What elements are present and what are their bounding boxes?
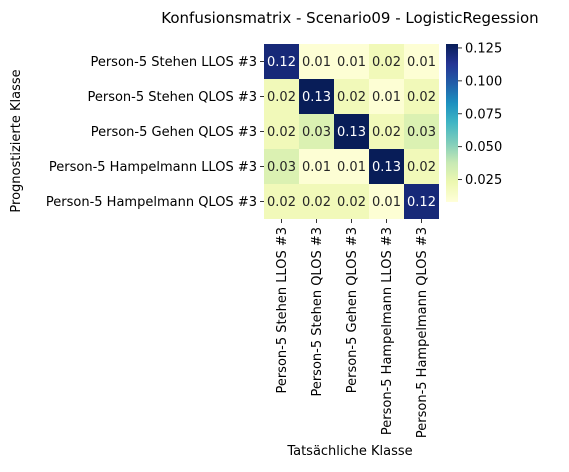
heatmap-cell (264, 149, 299, 184)
heatmap-cell-value: 0.01 (302, 55, 331, 70)
colorbar-tick-label: 0.100 (465, 74, 502, 89)
heatmap-cell-value: 0.03 (302, 125, 331, 140)
heatmap-cell-value: 0.03 (267, 160, 296, 175)
heatmap-cell (369, 149, 404, 184)
x-tick-label: Person-5 Hampelmann LLOS #3 (380, 227, 395, 435)
colorbar: 0.025 0.050 0.075 0.100 0.125 (446, 41, 502, 202)
x-axis-ticks: Person-5 Stehen LLOS #3 Person-5 Stehen Q… (275, 219, 430, 438)
heatmap-cell (404, 114, 439, 149)
y-axis-ticks: Person-5 Stehen LLOS #3 Person-5 Stehen Q… (46, 55, 264, 210)
heatmap-cell (404, 79, 439, 114)
heatmap-cell-value: 0.01 (372, 90, 401, 105)
heatmap-cell-value: 0.02 (337, 90, 366, 105)
heatmap-cell (264, 79, 299, 114)
colorbar-tick-label: 0.075 (465, 107, 502, 122)
heatmap-cell (299, 44, 334, 79)
colorbar-tick-label: 0.025 (465, 173, 502, 188)
heatmap-cell (404, 149, 439, 184)
heatmap-cell (264, 114, 299, 149)
heatmap-cell-value: 0.02 (407, 90, 436, 105)
heatmap-cell (334, 149, 369, 184)
heatmap-cell (334, 79, 369, 114)
x-tick-label: Person-5 Hampelmann QLOS #3 (415, 227, 430, 438)
heatmap-cell (369, 114, 404, 149)
y-axis-label: Prognostizierte Klasse (9, 69, 24, 212)
colorbar-tick-label: 0.050 (465, 140, 502, 155)
heatmap-cell-value: 0.01 (407, 55, 436, 70)
heatmap-cell-value: 0.03 (407, 125, 436, 140)
heatmap-cells (264, 44, 439, 219)
x-tick-label: Person-5 Gehen QLOS #3 (345, 227, 360, 393)
heatmap-cell (299, 114, 334, 149)
heatmap-cell-value: 0.02 (407, 160, 436, 175)
heatmap-cell-value: 0.13 (337, 125, 366, 140)
x-axis-label: Tatsächliche Klasse (286, 444, 412, 459)
colorbar-gradient (446, 44, 458, 202)
heatmap-cell-value: 0.02 (372, 55, 401, 70)
colorbar-tick-label: 0.125 (465, 41, 502, 56)
heatmap-cell-value: 0.01 (337, 160, 366, 175)
y-tick-label: Person-5 Stehen LLOS #3 (90, 55, 257, 70)
heatmap-cell (299, 149, 334, 184)
y-tick-label: Person-5 Hampelmann QLOS #3 (46, 195, 257, 210)
heatmap-cell (299, 184, 334, 219)
heatmap-cell-value: 0.02 (267, 90, 296, 105)
y-tick-label: Person-5 Hampelmann LLOS #3 (49, 160, 257, 175)
heatmap-cell (404, 44, 439, 79)
heatmap-cell-value: 0.02 (302, 195, 331, 210)
heatmap-cell-value: 0.01 (337, 55, 366, 70)
colorbar-ticks: 0.025 0.050 0.075 0.100 0.125 (458, 41, 502, 188)
heatmap-cell (369, 79, 404, 114)
heatmap-cell (334, 114, 369, 149)
heatmap-cell-value: 0.02 (372, 125, 401, 140)
heatmap-cell-value: 0.12 (407, 195, 436, 210)
heatmap-cell (369, 44, 404, 79)
heatmap-cell (369, 184, 404, 219)
heatmap-cell-value: 0.02 (267, 125, 296, 140)
y-tick-label: Person-5 Stehen QLOS #3 (87, 90, 257, 105)
chart-title: Konfusionsmatrix - Scenario09 - Logistic… (161, 9, 538, 27)
heatmap-cell-value: 0.02 (267, 195, 296, 210)
heatmap-cell-labels: 0.12 0.01 0.01 0.02 0.01 0.02 0.13 0.02 0.01 0.02… (267, 55, 436, 210)
heatmap-cell-value: 0.01 (372, 195, 401, 210)
x-tick-label: Person-5 Stehen LLOS #3 (275, 227, 290, 394)
y-tick-label: Person-5 Gehen QLOS #3 (91, 125, 257, 140)
heatmap-cell-value: 0.12 (267, 55, 296, 70)
heatmap-cell (334, 184, 369, 219)
heatmap-cell (334, 44, 369, 79)
heatmap-cell (264, 184, 299, 219)
heatmap-cell (299, 79, 334, 114)
heatmap-cell-value: 0.13 (302, 90, 331, 105)
heatmap-cell-value: 0.13 (372, 160, 401, 175)
heatmap-cell-value: 0.02 (337, 195, 366, 210)
heatmap-cell (264, 44, 299, 79)
x-tick-label: Person-5 Stehen QLOS #3 (310, 227, 325, 397)
heatmap-cell-value: 0.01 (302, 160, 331, 175)
heatmap-cell (404, 184, 439, 219)
